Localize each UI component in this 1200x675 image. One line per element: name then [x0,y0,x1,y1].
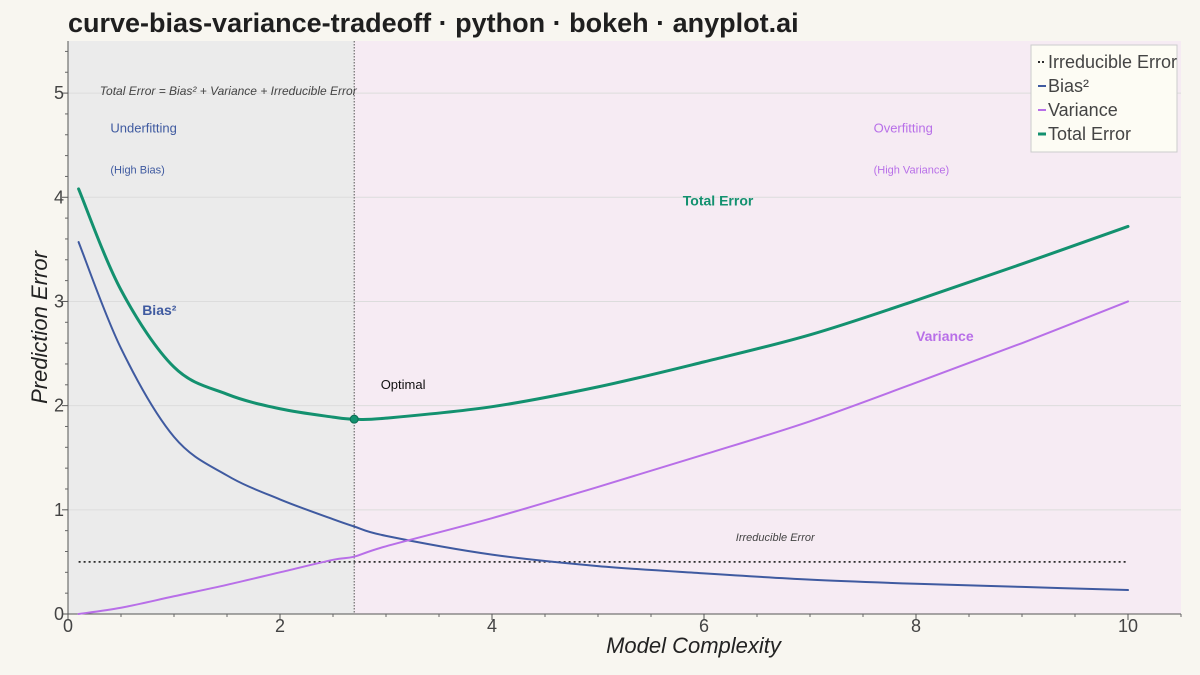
grid-layer [68,92,1181,511]
legend-label: Irreducible Error [1048,52,1177,72]
annotation-high-variance: (High Variance) [874,164,950,176]
x-tick-label: 10 [1118,616,1138,636]
annotation-underfitting: Underfitting [110,121,176,136]
annotation-total-error: Total Error [683,193,754,209]
y-tick-label: 1 [54,500,64,520]
legend-label: Bias² [1048,76,1089,96]
annotations-layer: Total Error = Bias² + Variance + Irreduc… [100,84,974,544]
annotation-total-error-bias-variance-irreducible-error: Total Error = Bias² + Variance + Irreduc… [100,84,358,98]
optimal-point [349,414,359,424]
legend: Irreducible Error Bias² Variance Total Erro… [1030,44,1178,153]
y-tick-label: 0 [54,604,64,624]
x-tick-label: 0 [63,616,73,636]
annotation-bias: Bias² [142,302,177,318]
axes-layer: 0 2 4 6 8 10 0 1 2 3 4 5 Model Complexity Prediction … [27,41,1182,658]
x-tick-label: 8 [911,616,921,636]
series-lines-layer [77,41,1130,615]
legend-box [1030,44,1178,153]
series-line-bias [77,241,1129,592]
legend-label: Total Error [1048,124,1131,144]
annotation-optimal: Optimal [381,377,426,392]
annotation-overfitting: Overfitting [874,121,933,136]
legend-label: Variance [1048,100,1118,120]
annotation-variance: Variance [916,328,974,344]
x-tick-label: 6 [699,616,709,636]
page-title: curve-bias-variance-tradeoff · python · … [68,8,799,38]
y-tick-label: 2 [54,396,64,416]
x-tick-label: 4 [487,616,497,636]
x-axis-title: Model Complexity [606,633,783,658]
series-line-total-error [77,187,1130,422]
series-line-variance [77,300,1129,615]
annotation-irreducible-error: Irreducible Error [736,532,816,544]
x-tick-label: 2 [275,616,285,636]
y-axis-title: Prediction Error [27,249,52,404]
annotation-high-bias: (High Bias) [110,164,164,176]
y-tick-label: 4 [54,187,64,207]
region-underfitting [68,41,355,614]
regions-layer [68,41,1181,614]
y-tick-label: 3 [54,291,64,311]
y-tick-label: 5 [54,83,64,103]
